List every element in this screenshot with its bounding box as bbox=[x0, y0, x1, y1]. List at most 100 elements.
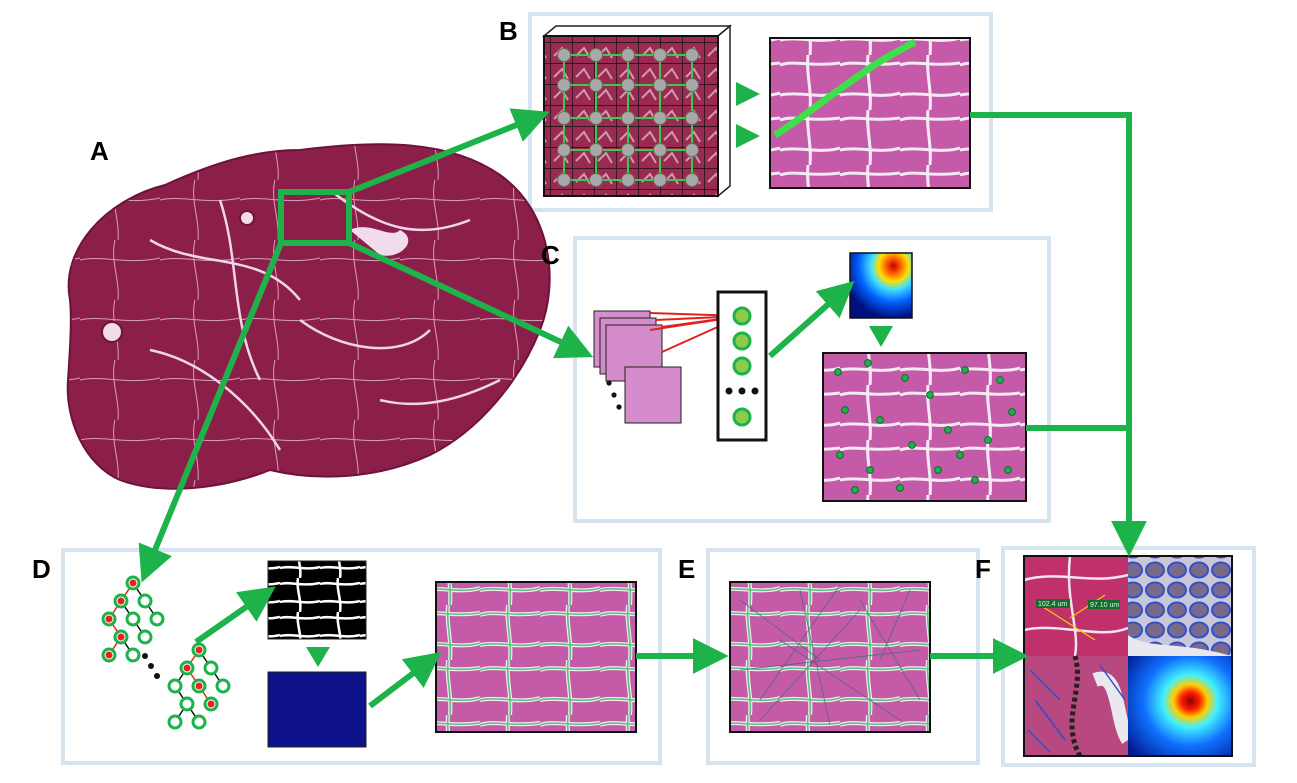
arrow-c-neurons-to-heatmap bbox=[768, 280, 855, 359]
arrow-probmap-to-contour bbox=[368, 651, 442, 709]
nucleus-marker bbox=[984, 436, 992, 444]
tree-node bbox=[191, 714, 207, 730]
graph-node bbox=[685, 111, 699, 125]
graph-node bbox=[621, 48, 635, 62]
nucleus-marker bbox=[841, 406, 849, 414]
graph-node bbox=[621, 111, 635, 125]
tree-node-active bbox=[129, 579, 137, 587]
tree-node bbox=[167, 678, 183, 694]
graph-node bbox=[653, 143, 667, 157]
tree-node bbox=[215, 678, 231, 694]
panel-label-c: C bbox=[541, 240, 560, 270]
tree-node bbox=[137, 593, 153, 609]
nucleus-marker bbox=[901, 374, 909, 382]
flow-arrows bbox=[138, 108, 1147, 709]
tree-node bbox=[137, 629, 153, 645]
tree-node-active bbox=[105, 651, 113, 659]
panel-c-output-neurons bbox=[732, 306, 752, 427]
arrow-a-to-b bbox=[347, 108, 550, 195]
nucleus-marker bbox=[944, 426, 952, 434]
nucleus-marker bbox=[834, 368, 842, 376]
graph-node bbox=[621, 78, 635, 92]
nucleus-marker bbox=[896, 484, 904, 492]
panel-c-frame bbox=[573, 236, 1051, 523]
graph-node bbox=[557, 48, 571, 62]
graph-node bbox=[621, 143, 635, 157]
tree-node bbox=[203, 660, 219, 676]
panel-label-b: B bbox=[499, 16, 518, 46]
panel-d-down-arrow bbox=[306, 647, 330, 667]
graph-node bbox=[589, 173, 603, 187]
nucleus-marker bbox=[864, 359, 872, 367]
graph-node bbox=[589, 48, 603, 62]
panel-e-graph-edges bbox=[739, 584, 921, 726]
panel-f-quadrants: 102.4 um 97.10 um bbox=[1023, 555, 1233, 758]
tree-node bbox=[179, 696, 195, 712]
tree-node-active bbox=[117, 633, 125, 641]
panel-label-e: E bbox=[678, 554, 695, 584]
panel-label-f: F bbox=[975, 554, 991, 584]
panel-c-input-patches bbox=[593, 310, 682, 424]
tree-node-active bbox=[117, 597, 125, 605]
graph-node bbox=[653, 78, 667, 92]
arrow-b-to-f bbox=[970, 112, 1147, 557]
graph-node bbox=[653, 173, 667, 187]
nucleus-marker bbox=[866, 466, 874, 474]
panel-b-arrow-1 bbox=[736, 82, 760, 106]
tree-node bbox=[167, 714, 183, 730]
graph-node bbox=[589, 143, 603, 157]
panel-f-scale-label-2: 97.10 um bbox=[1090, 602, 1119, 609]
panel-b-output-image bbox=[769, 37, 971, 189]
tree-node-active bbox=[183, 664, 191, 672]
tree-node-active bbox=[195, 646, 203, 654]
graph-node bbox=[557, 143, 571, 157]
nucleus-marker bbox=[908, 441, 916, 449]
nucleus-marker bbox=[876, 416, 884, 424]
panel-c-detection-image bbox=[822, 352, 1027, 502]
graph-node bbox=[589, 78, 603, 92]
nucleus-marker bbox=[836, 451, 844, 459]
graph-node bbox=[653, 111, 667, 125]
nucleus-marker bbox=[971, 476, 979, 484]
panel-b-detected-boundary bbox=[773, 38, 917, 139]
tree-node-active bbox=[207, 700, 215, 708]
panel-e-segmentation-image bbox=[729, 581, 931, 733]
panel-d-ellipsis bbox=[142, 653, 160, 679]
panel-c-heatmap bbox=[849, 252, 913, 319]
nucleus-marker bbox=[1004, 466, 1012, 474]
tree-node-active bbox=[195, 682, 203, 690]
graph-node bbox=[621, 173, 635, 187]
nucleus-marker bbox=[851, 486, 859, 494]
graph-node bbox=[685, 143, 699, 157]
graph-node bbox=[557, 78, 571, 92]
arrow-a-to-c bbox=[347, 240, 594, 359]
graph-node bbox=[685, 173, 699, 187]
panel-label-d: D bbox=[32, 554, 51, 584]
panel-f-scale-label-1: 102.4 um bbox=[1038, 601, 1067, 608]
graph-node bbox=[589, 111, 603, 125]
panel-c-down-arrow bbox=[869, 326, 893, 347]
panel-d-binary-mask bbox=[267, 560, 367, 640]
tree-node-active bbox=[105, 615, 113, 623]
panel-c-ellipsis bbox=[725, 387, 759, 395]
graph-node bbox=[557, 111, 571, 125]
panel-b-arrow-2 bbox=[736, 124, 760, 148]
graph-node bbox=[653, 48, 667, 62]
graph-node bbox=[557, 173, 571, 187]
arrow-a-to-d bbox=[138, 241, 284, 583]
panel-a-tissue-section bbox=[66, 143, 551, 490]
tree-node bbox=[149, 611, 165, 627]
panel-d-probability-map bbox=[267, 671, 367, 748]
region-of-interest-box bbox=[278, 189, 352, 246]
nucleus-marker bbox=[926, 391, 934, 399]
nucleus-marker bbox=[934, 466, 942, 474]
tree-node bbox=[125, 611, 141, 627]
panel-label-a: A bbox=[90, 136, 109, 166]
nucleus-marker bbox=[996, 376, 1004, 384]
graph-node bbox=[685, 78, 699, 92]
nucleus-marker bbox=[1008, 408, 1016, 416]
panel-d-random-forest bbox=[101, 575, 231, 730]
panel-d-contour-image bbox=[435, 581, 637, 733]
tree-node bbox=[125, 647, 141, 663]
